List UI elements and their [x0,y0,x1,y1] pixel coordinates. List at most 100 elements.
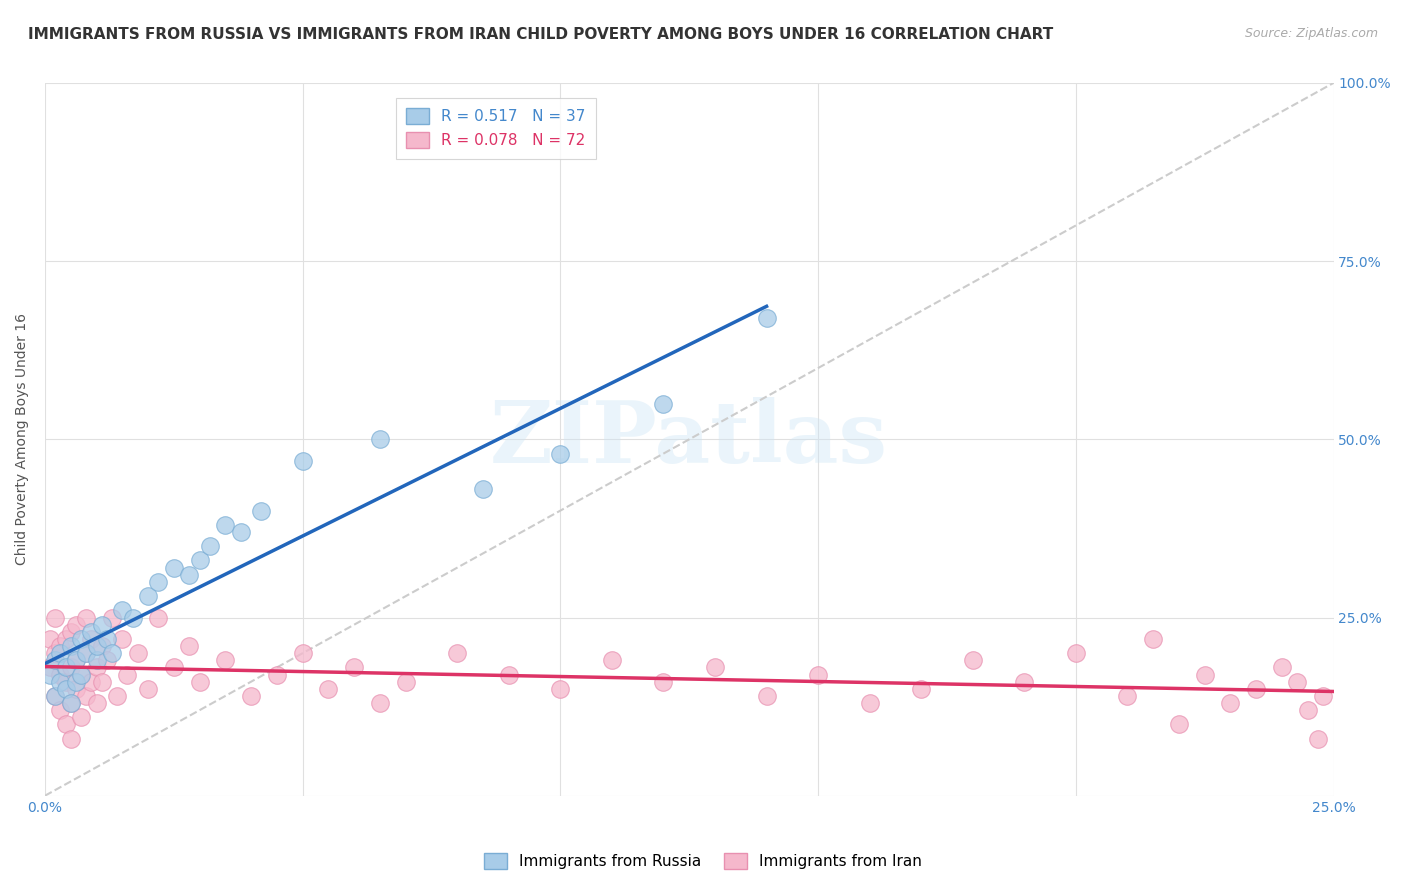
Point [44,653,66,667]
Point [1286,674,1309,689]
Point [446,646,468,660]
Point [101,646,124,660]
Point [96,632,118,646]
Point [44,689,66,703]
Point [498,667,520,681]
Point [75,689,97,703]
Point [49,674,72,689]
Point [910,681,932,696]
Point [600,653,623,667]
Point [136,589,159,603]
Point [395,674,418,689]
Point [44,610,66,624]
Point [807,667,830,681]
Point [55,632,77,646]
Legend: Immigrants from Russia, Immigrants from Iran: Immigrants from Russia, Immigrants from … [478,847,928,875]
Point [111,603,134,617]
Point [86,660,108,674]
Point [704,660,727,674]
Point [1012,674,1035,689]
Point [1244,681,1267,696]
Point [65,681,87,696]
Point [859,696,882,710]
Point [70,632,93,646]
Point [55,660,77,674]
Point [49,703,72,717]
Point [49,646,72,660]
Point [44,646,66,660]
Point [266,667,288,681]
Point [368,433,391,447]
Point [188,674,211,689]
Point [65,617,87,632]
Point [214,653,236,667]
Point [105,689,128,703]
Point [240,689,263,703]
Point [755,689,778,703]
Point [49,667,72,681]
Point [75,646,97,660]
Point [188,553,211,567]
Text: Source: ZipAtlas.com: Source: ZipAtlas.com [1244,27,1378,40]
Point [90,674,112,689]
Point [1194,667,1216,681]
Point [179,639,201,653]
Point [127,646,149,660]
Point [291,453,314,467]
Point [90,639,112,653]
Point [291,646,314,660]
Point [148,610,170,624]
Point [55,674,77,689]
Point [39,632,62,646]
Point [1142,632,1164,646]
Point [163,660,186,674]
Point [198,539,221,553]
Point [59,731,82,746]
Point [86,653,108,667]
Point [755,311,778,326]
Point [550,681,572,696]
Text: ZIPatlas: ZIPatlas [491,397,889,482]
Point [70,710,93,724]
Text: IMMIGRANTS FROM RUSSIA VS IMMIGRANTS FROM IRAN CHILD POVERTY AMONG BOYS UNDER 16: IMMIGRANTS FROM RUSSIA VS IMMIGRANTS FRO… [28,27,1053,42]
Point [65,653,87,667]
Point [80,674,103,689]
Point [70,667,93,681]
Point [250,503,273,517]
Point [550,446,572,460]
Point [70,667,93,681]
Point [1312,689,1334,703]
Y-axis label: Child Poverty Among Boys Under 16: Child Poverty Among Boys Under 16 [15,313,30,566]
Point [80,624,103,639]
Point [59,639,82,653]
Point [1116,689,1139,703]
Point [49,639,72,653]
Point [59,624,82,639]
Point [229,524,252,539]
Point [75,610,97,624]
Point [318,681,340,696]
Point [1271,660,1294,674]
Point [652,674,675,689]
Point [65,653,87,667]
Point [148,574,170,589]
Point [59,696,82,710]
Point [86,639,108,653]
Point [44,689,66,703]
Point [1064,646,1087,660]
Point [136,681,159,696]
Point [179,567,201,582]
Point [117,667,139,681]
Point [55,681,77,696]
Point [39,667,62,681]
Point [59,696,82,710]
Point [163,560,186,574]
Point [368,696,391,710]
Point [121,610,143,624]
Point [343,660,366,674]
Point [59,660,82,674]
Point [90,617,112,632]
Point [962,653,984,667]
Point [75,646,97,660]
Legend: R = 0.517   N = 37, R = 0.078   N = 72: R = 0.517 N = 37, R = 0.078 N = 72 [395,98,596,159]
